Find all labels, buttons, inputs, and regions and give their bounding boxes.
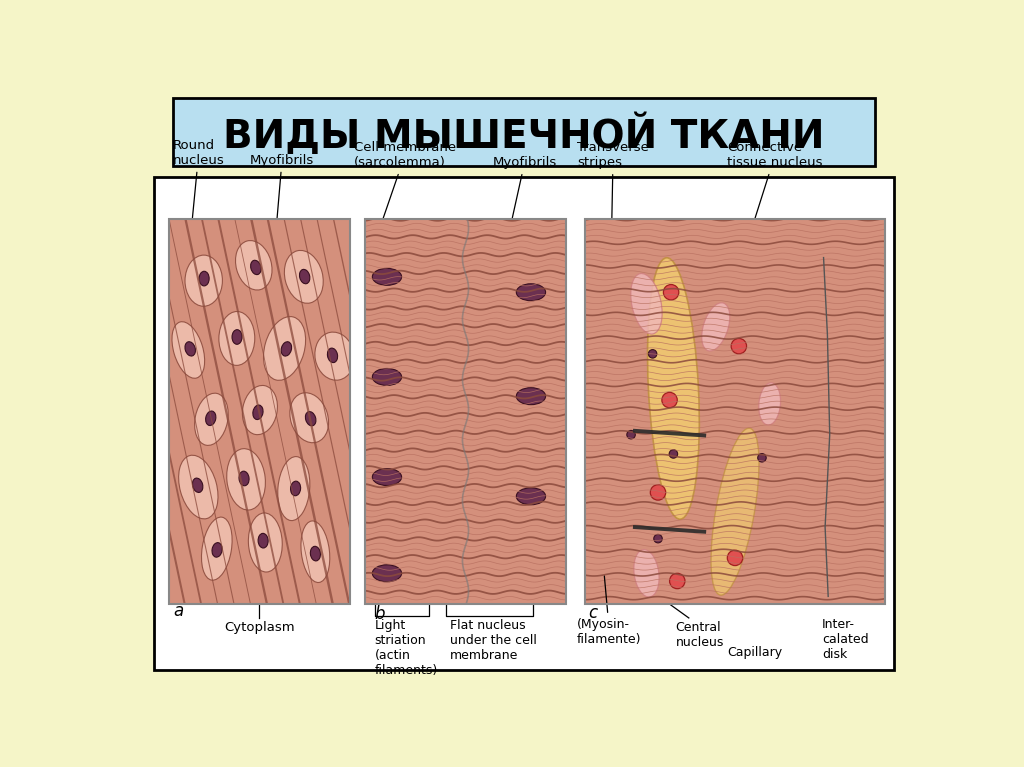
Ellipse shape xyxy=(185,255,222,306)
Text: a: a xyxy=(173,601,183,620)
Ellipse shape xyxy=(373,268,401,285)
Ellipse shape xyxy=(243,386,278,435)
Ellipse shape xyxy=(647,258,699,519)
Text: Capillary: Capillary xyxy=(727,647,782,660)
FancyBboxPatch shape xyxy=(169,219,350,604)
Ellipse shape xyxy=(282,342,292,356)
Ellipse shape xyxy=(291,481,301,495)
Text: Myofibrils: Myofibrils xyxy=(493,156,557,218)
Ellipse shape xyxy=(758,453,766,462)
Ellipse shape xyxy=(278,456,310,521)
Text: Light
striation
(actin
filaments): Light striation (actin filaments) xyxy=(375,620,438,677)
Ellipse shape xyxy=(185,342,196,356)
Ellipse shape xyxy=(299,269,310,284)
Ellipse shape xyxy=(727,550,742,565)
Text: Transverse
stripes: Transverse stripes xyxy=(578,141,649,218)
Ellipse shape xyxy=(516,284,546,301)
Ellipse shape xyxy=(759,383,780,425)
Text: b: b xyxy=(375,605,385,624)
Text: Cytoplasm: Cytoplasm xyxy=(224,621,295,634)
Ellipse shape xyxy=(212,542,222,557)
Ellipse shape xyxy=(670,573,685,589)
Text: Myofibrils: Myofibrils xyxy=(250,153,314,218)
FancyBboxPatch shape xyxy=(585,219,885,604)
Ellipse shape xyxy=(711,428,759,595)
Ellipse shape xyxy=(627,430,635,439)
Ellipse shape xyxy=(373,469,401,486)
Ellipse shape xyxy=(310,546,321,561)
Ellipse shape xyxy=(219,311,255,365)
Text: Round
nucleus: Round nucleus xyxy=(173,139,224,218)
Ellipse shape xyxy=(258,533,268,548)
Ellipse shape xyxy=(701,303,730,351)
Ellipse shape xyxy=(178,456,218,518)
Text: Flat nucleus
under the cell
membrane: Flat nucleus under the cell membrane xyxy=(451,620,537,663)
Ellipse shape xyxy=(249,513,283,572)
Text: Cell membrane
(sarcolemma): Cell membrane (sarcolemma) xyxy=(354,141,456,218)
FancyBboxPatch shape xyxy=(154,176,894,670)
Text: Central
nucleus: Central nucleus xyxy=(676,621,724,649)
Ellipse shape xyxy=(232,330,242,344)
FancyBboxPatch shape xyxy=(173,98,876,166)
Text: c: c xyxy=(589,604,598,622)
Ellipse shape xyxy=(193,478,203,492)
Ellipse shape xyxy=(634,550,659,597)
Ellipse shape xyxy=(263,317,305,380)
Ellipse shape xyxy=(206,411,216,426)
Ellipse shape xyxy=(731,338,746,354)
Ellipse shape xyxy=(373,368,401,385)
Ellipse shape xyxy=(662,393,677,408)
Text: ВИДЫ МЫШЕЧНОЙ ТКАНИ: ВИДЫ МЫШЕЧНОЙ ТКАНИ xyxy=(223,114,824,156)
Ellipse shape xyxy=(285,250,324,303)
Text: Connective
tissue nucleus: Connective tissue nucleus xyxy=(727,141,823,218)
Ellipse shape xyxy=(653,535,663,543)
Ellipse shape xyxy=(650,485,666,500)
Ellipse shape xyxy=(290,393,329,443)
Ellipse shape xyxy=(172,321,205,378)
Text: (Myosin-
filamente): (Myosin- filamente) xyxy=(578,576,642,646)
Ellipse shape xyxy=(301,521,330,582)
Ellipse shape xyxy=(315,332,354,380)
Ellipse shape xyxy=(669,449,678,458)
Ellipse shape xyxy=(239,471,249,486)
Ellipse shape xyxy=(664,285,679,300)
Text: Inter-
calated
disk: Inter- calated disk xyxy=(822,618,868,661)
Ellipse shape xyxy=(516,488,546,505)
Ellipse shape xyxy=(373,565,401,581)
Ellipse shape xyxy=(195,393,228,446)
Ellipse shape xyxy=(253,405,263,420)
FancyBboxPatch shape xyxy=(366,219,565,604)
Ellipse shape xyxy=(648,350,656,358)
Ellipse shape xyxy=(328,348,338,363)
Ellipse shape xyxy=(251,260,261,275)
Ellipse shape xyxy=(236,241,272,290)
Ellipse shape xyxy=(516,388,546,405)
Ellipse shape xyxy=(199,272,209,286)
Ellipse shape xyxy=(631,274,663,334)
Ellipse shape xyxy=(226,449,265,510)
Ellipse shape xyxy=(202,517,232,580)
Ellipse shape xyxy=(305,412,316,426)
